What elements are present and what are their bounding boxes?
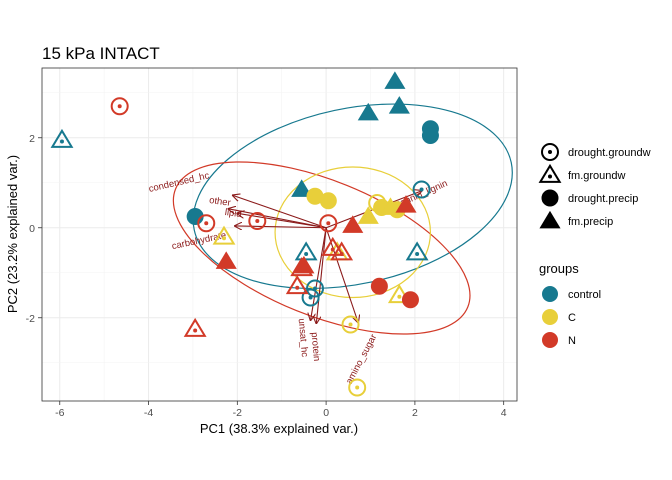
point-control-circle-open-center <box>313 286 318 291</box>
point-c-triangle-filled <box>357 206 379 224</box>
point-c-circle-open-center <box>355 385 360 390</box>
y-tick-label: 0 <box>29 223 35 235</box>
shape-legend: drought.groundw fm.groundw drought.precip f… <box>538 143 651 229</box>
point-control-triangle-open-center <box>304 252 309 256</box>
legend-key-control <box>542 286 558 302</box>
x-tick-label: -6 <box>55 407 64 419</box>
point-c-triangle-open-center <box>397 294 402 299</box>
legend-key-triangle-filled <box>539 210 561 229</box>
legend-key-circle-open <box>541 143 559 161</box>
x-axis: -6 -4 -2 0 2 4 <box>55 401 507 419</box>
y-axis: -2 0 2 <box>26 133 42 325</box>
point-n-triangle-open-center <box>193 328 198 333</box>
legend-key-circle-open-center <box>548 150 552 154</box>
chart-title: 15 kPa INTACT <box>42 44 160 63</box>
loading-label: other <box>208 195 231 209</box>
point-control-triangle-filled <box>357 102 379 121</box>
ellipse-control <box>192 103 513 290</box>
plot-border <box>41 67 518 402</box>
data-points <box>50 71 439 397</box>
point-n-triangle-open <box>183 317 207 337</box>
group-ellipses <box>172 103 513 335</box>
point-n-circle-open-center <box>204 221 209 226</box>
point-n-triangle-open <box>321 236 345 256</box>
legend-key-circle-filled <box>541 189 559 207</box>
point-n-triangle-filled <box>215 251 237 269</box>
loading-arrow <box>316 227 327 323</box>
point-c-circle-open-center <box>348 322 353 327</box>
point-n-circle-open <box>319 214 338 233</box>
legend-key-c <box>542 309 558 325</box>
point-c-triangle-open <box>212 225 236 245</box>
color-legend: groups control CN <box>539 261 601 348</box>
loading-label: lipid <box>224 207 242 220</box>
y-axis-title: PC2 (23.2% explained var.) <box>5 155 20 313</box>
point-control-triangle-open <box>50 128 74 148</box>
x-tick-label: -2 <box>233 407 242 419</box>
point-n-circle-open <box>110 97 129 116</box>
y-tick-label: 2 <box>29 133 35 145</box>
point-control-circle-open <box>412 180 431 199</box>
point-control-triangle-open <box>405 241 429 261</box>
legend-key-n <box>542 332 558 348</box>
point-control-triangle-open <box>294 241 318 261</box>
point-n-circle-open-center <box>255 219 260 223</box>
point-n-circle-open <box>197 214 216 233</box>
shape-legend-label: fm.precip <box>568 216 613 228</box>
point-c-triangle-open-center <box>222 236 227 241</box>
point-c-circle-open <box>341 315 360 334</box>
point-control-triangle-filled <box>388 96 410 114</box>
point-n-circle-open-center <box>117 104 122 109</box>
gridlines <box>42 68 517 401</box>
point-n-triangle-open-center <box>295 285 300 290</box>
ellipse-N <box>172 161 471 335</box>
loading-arrow <box>325 227 358 323</box>
point-n-circle-open <box>248 212 267 230</box>
loading-label: unsat_hc <box>296 318 310 358</box>
point-n-triangle-open-center <box>330 247 335 252</box>
color-legend-label: N <box>568 335 576 347</box>
plot-background <box>42 68 517 401</box>
point-control-triangle-open-center <box>59 139 64 144</box>
x-tick-label: 4 <box>501 407 507 419</box>
x-tick-label: 2 <box>412 407 418 419</box>
point-control-circle-open <box>306 279 325 298</box>
loading-arrow <box>233 195 327 229</box>
point-n-triangle-filled <box>395 195 417 213</box>
point-control-triangle-filled <box>384 71 406 89</box>
point-n-circle-filled <box>401 291 419 309</box>
point-c-triangle-filled <box>379 197 402 215</box>
point-n-circle-filled <box>370 277 388 295</box>
color-legend-label: control <box>568 289 601 301</box>
legend-key-triangle-open <box>538 163 562 183</box>
point-n-triangle-open <box>285 275 309 295</box>
point-control-circle-filled <box>421 127 439 144</box>
x-tick-label: 0 <box>323 407 329 419</box>
point-c-circle-filled <box>319 192 337 210</box>
color-legend-label: C <box>568 312 576 324</box>
color-legend-title: groups <box>539 261 579 276</box>
x-tick-label: -4 <box>144 407 153 419</box>
ellipse-C <box>274 166 432 299</box>
point-n-triangle-open <box>330 241 354 261</box>
shape-legend-label: fm.groundw <box>568 170 626 182</box>
point-c-circle-open <box>348 378 367 397</box>
shape-legend-label: drought.precip <box>568 193 638 205</box>
x-axis-title: PC1 (38.3% explained var.) <box>200 421 358 436</box>
y-tick-label: -2 <box>26 313 35 325</box>
point-control-triangle-filled <box>291 179 313 197</box>
point-control-circle-open <box>301 288 320 307</box>
loading-label: protein <box>309 332 322 362</box>
point-n-triangle-filled <box>293 255 315 274</box>
point-control-triangle-open-center <box>415 252 420 256</box>
point-control-circle-open-center <box>419 187 424 192</box>
legend-key-triangle-open-center <box>548 174 552 179</box>
shape-legend-label: drought.groundw <box>568 147 651 159</box>
point-n-triangle-filled <box>342 215 364 233</box>
point-n-circle-open-center <box>326 221 331 226</box>
